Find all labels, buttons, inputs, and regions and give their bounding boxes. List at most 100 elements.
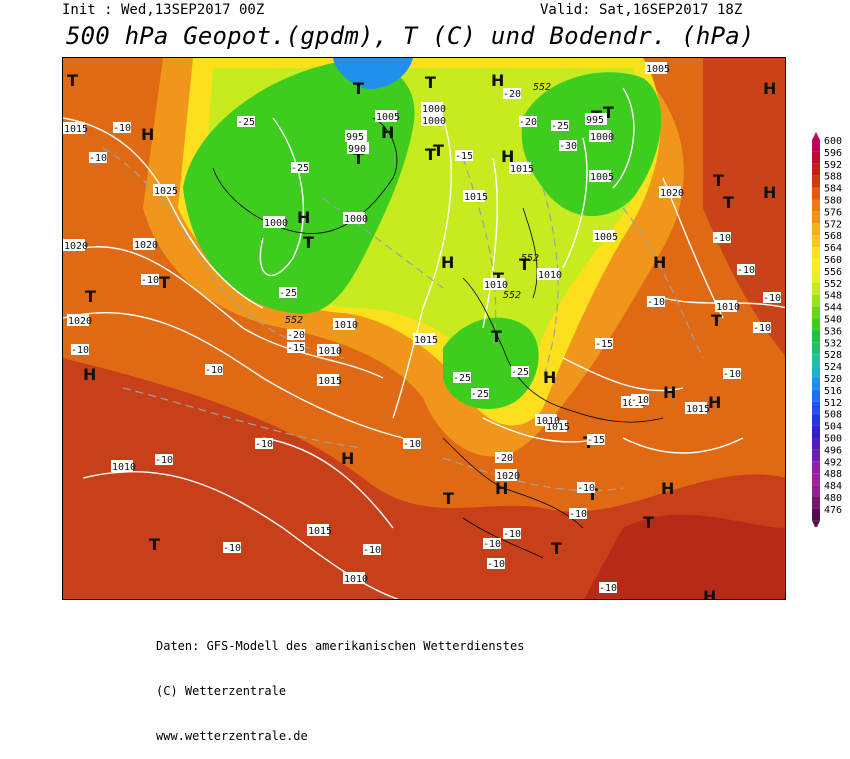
pressure-label-7: 990 <box>348 144 366 155</box>
low-label-19: T <box>433 141 444 160</box>
pressure-label-35: 1010 <box>716 302 740 313</box>
temp-label-4: -25 <box>237 117 255 128</box>
legend-label-512: 512 <box>824 398 842 409</box>
legend-swatch-564 <box>812 247 820 259</box>
cold-core <box>333 58 413 89</box>
legend-label-532: 532 <box>824 338 842 349</box>
low-label-6: T <box>425 145 436 164</box>
legend-label-548: 548 <box>824 291 842 302</box>
pressure-label-24: 1015 <box>414 335 438 346</box>
legend-swatch-584 <box>812 187 820 200</box>
temp-label-9: -30 <box>559 141 577 152</box>
low-label-10: T <box>159 273 170 292</box>
legend-label-488: 488 <box>824 469 842 480</box>
geopot-label-3: 552 <box>503 290 521 301</box>
high-label-10: H <box>495 479 508 498</box>
legend-swatch-476 <box>812 508 820 521</box>
high-label-2: H <box>381 123 394 142</box>
legend-swatch-592 <box>812 163 820 176</box>
legend-swatch-524 <box>812 366 820 378</box>
temp-label-25: -10 <box>363 545 381 556</box>
legend-label-504: 504 <box>824 422 842 433</box>
temp-label-17: -10 <box>403 439 421 450</box>
temp-label-19: -25 <box>453 373 471 384</box>
low-label-13: T <box>711 311 722 330</box>
geopot-label-2: 552 <box>521 253 539 264</box>
legend-label-592: 592 <box>824 160 842 171</box>
legend-swatch-492 <box>812 461 820 474</box>
temp-label-35: -10 <box>763 293 781 304</box>
pressure-label-25: 1010 <box>484 280 508 291</box>
legend-label-584: 584 <box>824 184 842 195</box>
legend-swatch-576 <box>812 211 820 224</box>
footer-data-source: Daten: GFS-Modell des amerikanischen Wet… <box>156 639 525 653</box>
high-label-12: H <box>703 587 716 600</box>
legend-label-480: 480 <box>824 493 842 504</box>
legend-swatch-520 <box>812 378 820 390</box>
high-label-11: H <box>661 479 674 498</box>
legend-swatch-596 <box>812 151 820 164</box>
pressure-label-22: 1005 <box>646 64 670 75</box>
temp-label-7: -20 <box>503 89 521 100</box>
legend-swatch-540 <box>812 318 820 331</box>
legend-label-476: 476 <box>824 505 842 516</box>
legend-label-524: 524 <box>824 362 842 373</box>
high-label-7: H <box>83 365 96 384</box>
legend-label-540: 540 <box>824 315 842 326</box>
legend-swatch-552 <box>812 282 820 295</box>
high-label-13: H <box>763 183 776 202</box>
legend-swatch-512 <box>812 401 820 414</box>
pressure-label-26: 1010 <box>536 416 560 427</box>
temp-label-22: -20 <box>495 453 513 464</box>
pressure-label-19: 1005 <box>590 172 614 183</box>
temp-label-6: -25 <box>279 288 297 299</box>
pressure-label-18: 1010 <box>334 320 358 331</box>
temp-label-30: -10 <box>503 529 521 540</box>
legend-label-496: 496 <box>824 445 842 456</box>
legend-labels: 6005965925885845805765725685645605565525… <box>824 136 842 516</box>
legend-label-560: 560 <box>824 255 842 266</box>
legend-bars <box>812 132 820 529</box>
legend-swatch-516 <box>812 389 820 402</box>
temp-label-38: -10 <box>631 395 649 406</box>
high-label-14: H <box>297 208 310 227</box>
legend-swatch-500 <box>812 437 820 450</box>
pressure-label-11: 1000 <box>422 116 446 127</box>
legend-swatch-536 <box>812 330 820 343</box>
legend-swatch-548 <box>812 294 820 307</box>
low-label-2: T <box>353 79 364 98</box>
low-label-8: T <box>713 171 724 190</box>
low-label-14: T <box>443 489 454 508</box>
legend-swatch-480 <box>812 497 820 509</box>
init-time: Init : Wed,13SEP2017 00Z <box>62 2 265 18</box>
legend-label-600: 600 <box>824 136 842 147</box>
temp-label-20: -25 <box>471 389 489 400</box>
temp-label-33: -10 <box>753 323 771 334</box>
temp-label-16: -10 <box>255 439 273 450</box>
pressure-label-5: 1005 <box>376 112 400 123</box>
pressure-label-14: 1015 <box>510 164 534 175</box>
legend-label-544: 544 <box>824 303 842 314</box>
pressure-label-30: 1010 <box>344 574 368 585</box>
map-title: 500 hPa Geopot.(gpdm), T (C) und Bodendr… <box>66 22 755 50</box>
legend-swatch-504 <box>812 425 820 438</box>
legend-label-536: 536 <box>824 326 842 337</box>
low-label-23: T <box>643 513 654 532</box>
temp-label-8: -20 <box>519 117 537 128</box>
low-label-16: T <box>551 539 562 558</box>
temp-label-39: -10 <box>599 583 617 594</box>
field-south <box>63 358 785 599</box>
low-label-18: T <box>519 255 530 274</box>
low-label-7: T <box>303 233 314 252</box>
legend-label-516: 516 <box>824 386 842 397</box>
temp-label-10: -25 <box>551 121 569 132</box>
legend-swatch-572 <box>812 223 820 236</box>
pressure-label-13: 1010 <box>538 270 562 281</box>
temp-label-37: -10 <box>713 233 731 244</box>
geopot-label-4: 552 <box>533 82 551 93</box>
legend-swatch-532 <box>812 342 820 355</box>
pressure-label-3: 1020 <box>64 241 88 252</box>
temp-label-23: -15 <box>587 435 605 446</box>
legend-label-568: 568 <box>824 231 842 242</box>
legend-label-588: 588 <box>824 172 842 183</box>
